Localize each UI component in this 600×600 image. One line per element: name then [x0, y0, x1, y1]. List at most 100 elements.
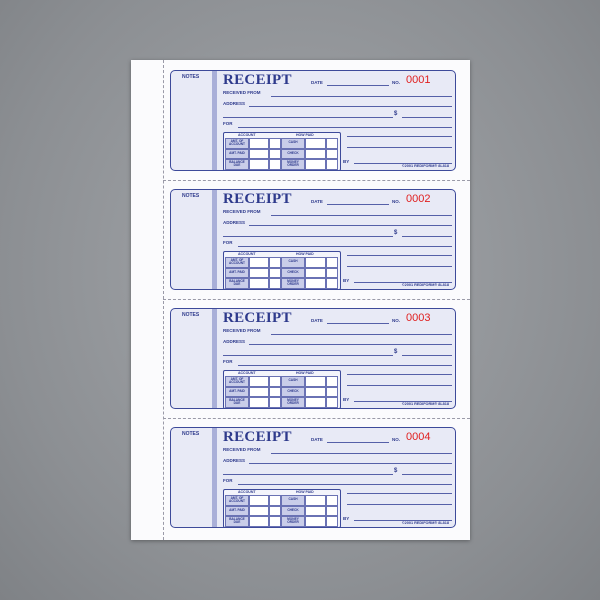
- table-cell[interactable]: [305, 516, 326, 527]
- table-cell[interactable]: [269, 495, 281, 506]
- no-label: NO.: [392, 318, 401, 323]
- extra-line[interactable]: [347, 255, 452, 256]
- amount-field[interactable]: [402, 474, 452, 475]
- address-field[interactable]: [249, 344, 452, 345]
- table-cell[interactable]: [305, 376, 326, 387]
- account-header: ACCOUNT: [238, 133, 256, 137]
- table-cell[interactable]: [249, 516, 269, 527]
- date-label: DATE: [311, 437, 323, 442]
- table-cell[interactable]: [326, 505, 338, 516]
- table-cell[interactable]: [269, 148, 281, 159]
- table-cell[interactable]: [305, 495, 326, 506]
- table-cell[interactable]: [305, 397, 326, 408]
- address-line-2[interactable]: [223, 355, 393, 356]
- for-label: FOR: [223, 121, 233, 126]
- date-field[interactable]: [327, 85, 389, 86]
- table-cell[interactable]: [249, 138, 269, 149]
- table-cell[interactable]: [326, 278, 338, 289]
- extra-line[interactable]: [347, 266, 452, 267]
- table-cell[interactable]: [269, 257, 281, 268]
- table-cell[interactable]: [269, 505, 281, 516]
- for-field[interactable]: [238, 365, 452, 366]
- by-label: BY: [343, 159, 350, 164]
- date-field[interactable]: [327, 204, 389, 205]
- for-field[interactable]: [238, 484, 452, 485]
- no-label: NO.: [392, 437, 401, 442]
- by-field[interactable]: [354, 163, 452, 164]
- row-label: AMT. PAID: [225, 386, 249, 397]
- address-field[interactable]: [249, 225, 452, 226]
- address-line-2[interactable]: [223, 117, 393, 118]
- table-cell[interactable]: [305, 267, 326, 278]
- table-cell[interactable]: [305, 148, 326, 159]
- table-cell[interactable]: [326, 397, 338, 408]
- received-from-field[interactable]: [271, 96, 452, 97]
- table-cell[interactable]: [305, 386, 326, 397]
- table-cell[interactable]: [326, 495, 338, 506]
- table-cell[interactable]: [249, 267, 269, 278]
- table-cell[interactable]: [305, 257, 326, 268]
- amount-field[interactable]: [402, 117, 452, 118]
- dollar-label: $: [394, 468, 398, 474]
- address-field[interactable]: [249, 463, 452, 464]
- for-field[interactable]: [238, 246, 452, 247]
- table-cell[interactable]: [249, 148, 269, 159]
- extra-line[interactable]: [347, 504, 452, 505]
- table-cell[interactable]: [326, 148, 338, 159]
- date-field[interactable]: [327, 442, 389, 443]
- amount-field[interactable]: [402, 355, 452, 356]
- account-table: ACCOUNT HOW PAID AMT. OF ACCOUNT CASH AM…: [223, 132, 341, 171]
- table-cell[interactable]: [249, 397, 269, 408]
- no-label: NO.: [392, 80, 401, 85]
- extra-line[interactable]: [347, 374, 452, 375]
- table-cell[interactable]: [249, 278, 269, 289]
- address-line-2[interactable]: [223, 474, 393, 475]
- table-cell[interactable]: [249, 495, 269, 506]
- table-cell[interactable]: [305, 159, 326, 170]
- date-label: DATE: [311, 80, 323, 85]
- address-line-2[interactable]: [223, 236, 393, 237]
- extra-line[interactable]: [347, 493, 452, 494]
- received-from-field[interactable]: [271, 215, 452, 216]
- table-cell[interactable]: [249, 505, 269, 516]
- by-field[interactable]: [354, 282, 452, 283]
- table-cell[interactable]: [269, 159, 281, 170]
- table-cell[interactable]: [305, 138, 326, 149]
- table-cell[interactable]: [249, 386, 269, 397]
- table-cell[interactable]: [249, 159, 269, 170]
- table-cell[interactable]: [269, 397, 281, 408]
- table-cell[interactable]: [269, 516, 281, 527]
- perforation-line: [163, 418, 470, 419]
- table-cell[interactable]: [249, 257, 269, 268]
- table-cell[interactable]: [249, 376, 269, 387]
- dollar-label: $: [394, 111, 398, 117]
- address-field[interactable]: [249, 106, 452, 107]
- table-cell[interactable]: [269, 138, 281, 149]
- table-cell[interactable]: [326, 267, 338, 278]
- extra-line[interactable]: [347, 385, 452, 386]
- received-from-field[interactable]: [271, 334, 452, 335]
- table-cell[interactable]: [269, 278, 281, 289]
- by-field[interactable]: [354, 520, 452, 521]
- by-field[interactable]: [354, 401, 452, 402]
- table-cell[interactable]: [269, 376, 281, 387]
- table-cell[interactable]: [326, 159, 338, 170]
- for-field[interactable]: [238, 127, 452, 128]
- table-cell[interactable]: [326, 138, 338, 149]
- table-cell[interactable]: [269, 386, 281, 397]
- table-cell[interactable]: [326, 257, 338, 268]
- notes-label: NOTES: [182, 74, 200, 80]
- extra-line[interactable]: [347, 147, 452, 148]
- table-cell[interactable]: [326, 516, 338, 527]
- table-cell[interactable]: [305, 505, 326, 516]
- table-cell[interactable]: [269, 267, 281, 278]
- table-cell[interactable]: [326, 386, 338, 397]
- extra-line[interactable]: [347, 136, 452, 137]
- amount-field[interactable]: [402, 236, 452, 237]
- table-cell[interactable]: [305, 278, 326, 289]
- received-from-field[interactable]: [271, 453, 452, 454]
- table-cell[interactable]: [326, 376, 338, 387]
- address-label: ADDRESS: [223, 339, 246, 344]
- account-table: ACCOUNT HOW PAID AMT. OF ACCOUNT CASH AM…: [223, 489, 341, 528]
- date-field[interactable]: [327, 323, 389, 324]
